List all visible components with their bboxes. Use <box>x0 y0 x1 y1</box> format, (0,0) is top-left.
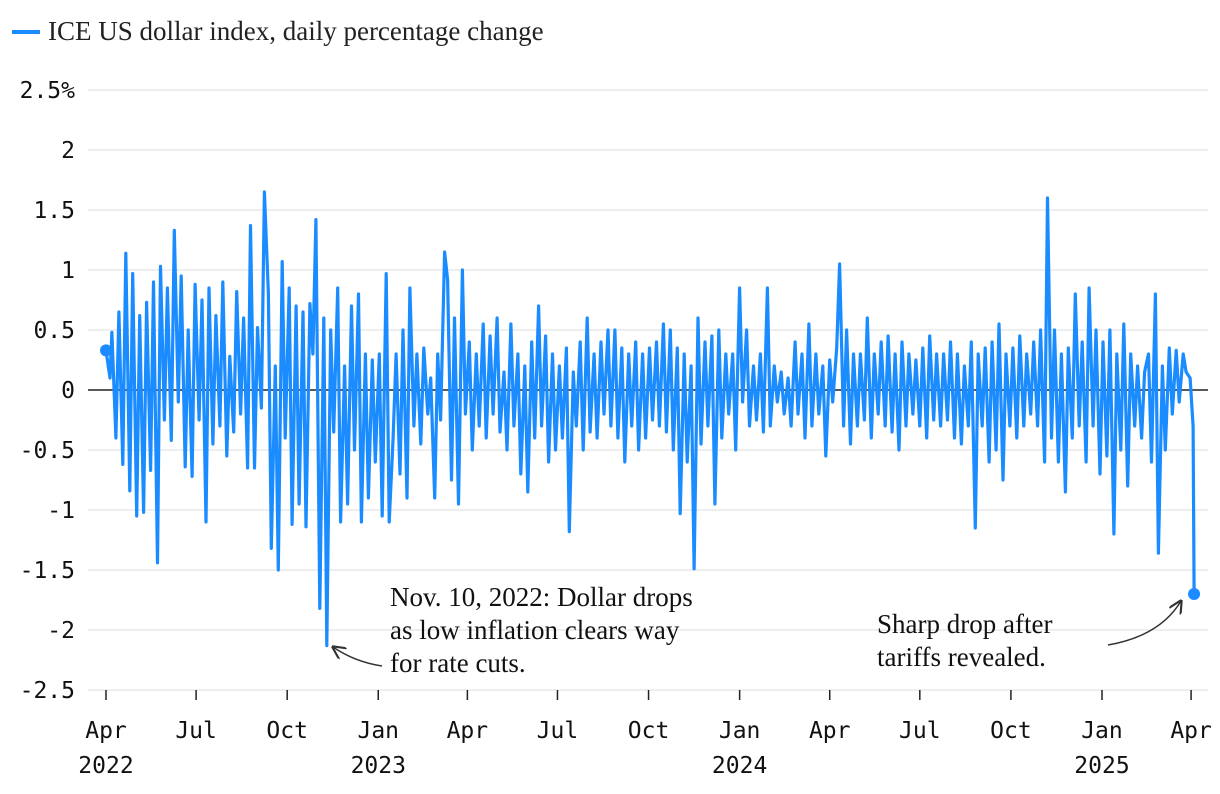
series-line-dollar-index <box>104 190 1196 648</box>
x-tick-label: Jul <box>899 718 941 744</box>
y-tick-label: -2.5 <box>20 678 75 704</box>
x-tick-year-label: 2023 <box>351 753 406 779</box>
x-tick-label: Oct <box>266 718 308 744</box>
y-tick-label: 0.5 <box>33 318 75 344</box>
x-tick-year-label: 2022 <box>78 753 133 779</box>
x-tick-label: Jul <box>537 718 579 744</box>
x-tick-label: Jan <box>357 718 399 744</box>
chart-legend: ICE US dollar index, daily percentage ch… <box>12 16 544 46</box>
series-endpoint-dot <box>100 344 112 357</box>
x-axis: Apr 2022 Jul Oct Jan 2023 Apr Jul Oct Jan 2024 Apr J… <box>78 690 1212 779</box>
annotation-tariffs-arrow <box>1107 601 1181 646</box>
x-tick-label: Oct <box>628 718 670 744</box>
y-tick-label: 1.5 <box>33 198 75 224</box>
annotation-nov-2022: Nov. 10, 2022: Dollar drops as low infla… <box>333 582 693 678</box>
x-tick-year-label: 2024 <box>712 753 767 779</box>
endpoint-markers <box>100 344 1201 600</box>
y-axis: 2.5% 2 1.5 1 0.5 0 -0.5 -1 -1.5 -2 -2.5 <box>20 78 1208 704</box>
x-tick-label: Oct <box>990 718 1032 744</box>
annotation-nov-2022-line-1: Nov. 10, 2022: Dollar drops <box>390 582 693 612</box>
annotation-tariffs-line-2: tariffs revealed. <box>877 642 1046 672</box>
annotation-nov-2022-line-2: as low inflation clears way <box>390 615 680 645</box>
annotation-nov-2022-arrow <box>333 647 383 667</box>
annotation-nov-2022-line-3: for rate cuts. <box>390 648 526 678</box>
x-tick-label: Apr <box>809 718 851 744</box>
legend-label: ICE US dollar index, daily percentage ch… <box>48 16 544 46</box>
y-tick-label: -1 <box>47 498 75 524</box>
x-tick-label: Apr <box>85 718 127 744</box>
x-tick-label: Apr <box>1170 718 1212 744</box>
y-tick-label: 0 <box>61 378 75 404</box>
y-tick-label: -2 <box>47 618 75 644</box>
y-tick-label: 2 <box>61 138 75 164</box>
x-tick-label: Jan <box>1081 718 1123 744</box>
x-tick-label: Jan <box>719 718 761 744</box>
annotation-tariffs-line-1: Sharp drop after <box>877 609 1052 639</box>
y-tick-label: 2.5% <box>20 78 76 104</box>
x-tick-label: Apr <box>447 718 489 744</box>
y-tick-label: 1 <box>61 258 75 284</box>
y-tick-label: -0.5 <box>20 438 75 464</box>
y-tick-label: -1.5 <box>20 558 75 584</box>
series-endpoint-dot <box>1188 588 1201 600</box>
x-tick-label: Jul <box>175 718 217 744</box>
x-tick-year-label: 2025 <box>1074 753 1129 779</box>
annotation-tariffs: Sharp drop after tariffs revealed. <box>877 601 1181 672</box>
